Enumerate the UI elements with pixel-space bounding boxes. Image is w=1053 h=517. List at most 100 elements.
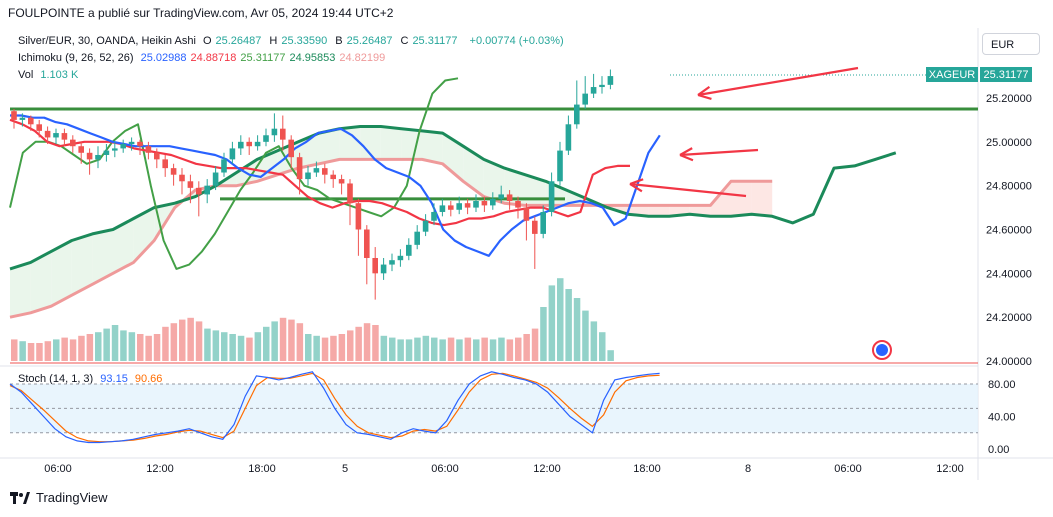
candle-body — [229, 148, 236, 160]
annotation-arrow — [697, 86, 711, 96]
ichimoku-values: 25.02988 24.88718 25.31177 24.95853 24.82199 — [141, 52, 390, 64]
candle-body — [464, 203, 471, 208]
footer-brand[interactable]: TradingView — [10, 490, 108, 505]
price-tick-label: 24.40000 — [986, 268, 1032, 280]
volume-bar — [481, 337, 488, 361]
volume-bar — [405, 339, 413, 361]
ichimoku-cloud-segment — [380, 126, 402, 160]
candle-body — [238, 141, 244, 149]
volume-bar — [313, 335, 320, 361]
time-tick-label: 8 — [745, 463, 751, 475]
volume-bar — [540, 307, 547, 361]
legend-symbol[interactable]: Silver/EUR, 30, OANDA, Heikin Ashi — [18, 35, 196, 47]
candle-body — [574, 104, 580, 125]
publisher-line: FOULPOINTE a publié sur TradingView.com,… — [8, 6, 394, 20]
candle-body — [313, 168, 320, 173]
ichimoku-value: 25.02988 — [140, 52, 187, 64]
volume-bar — [565, 289, 572, 361]
time-tick-label: 06:00 — [834, 463, 862, 475]
candle-body — [515, 201, 521, 208]
stoch-tick-label: 0.00 — [988, 444, 1009, 456]
ohlc-value: H 25.33590 — [269, 35, 328, 47]
currency-button[interactable]: EUR — [982, 33, 1040, 55]
volume-bar — [573, 298, 581, 361]
annotation-arrow — [697, 66, 859, 97]
price-tick-label: 24.60000 — [986, 225, 1032, 237]
candle-body — [145, 146, 152, 153]
legend-main: Silver/EUR, 30, OANDA, Heikin Ashi O 25.2… — [18, 35, 576, 47]
volume-bar — [498, 337, 505, 361]
candle-body — [246, 141, 252, 147]
volume-bar — [162, 326, 169, 361]
ichimoku-lagging-line — [9, 77, 459, 270]
stoch-k-value: 93.15 — [100, 373, 128, 385]
candle-body — [372, 257, 378, 274]
annotation-arrow — [679, 147, 693, 156]
ohlc-value: C 25.31177 — [400, 35, 458, 47]
volume-bar — [61, 337, 68, 361]
candle-body — [11, 111, 17, 120]
annotation-arrow — [629, 178, 644, 186]
volume-bar — [263, 326, 270, 361]
stoch-label[interactable]: Stoch (14, 1, 3) — [18, 373, 94, 385]
legend-stoch: Stoch (14, 1, 3) 93.15 90.66 — [18, 373, 166, 385]
ichimoku-cloud-segment — [422, 130, 443, 164]
volume-bar — [36, 343, 43, 361]
legend-volume: Vol 1.103 K — [18, 69, 82, 81]
volume-bar — [187, 317, 194, 361]
stoch-d-value: 90.66 — [134, 373, 163, 385]
volume-bar — [296, 323, 304, 361]
volume-bar — [170, 323, 178, 361]
volume-bar — [246, 337, 253, 361]
ichimoku-cloud-segment — [30, 251, 52, 313]
ichimoku-value: 24.95853 — [289, 52, 336, 64]
volume-bar — [221, 332, 228, 361]
candle-body — [120, 144, 126, 149]
ichimoku-cloud-segment — [133, 207, 155, 263]
annotation-arrow — [697, 93, 712, 100]
ichimoku-cloud-segment — [401, 128, 422, 160]
time-tick-label: 18:00 — [633, 463, 661, 475]
volume-bar — [212, 330, 220, 361]
volume-bar — [414, 337, 421, 361]
time-tick-label: 06:00 — [431, 463, 459, 475]
candle-body — [498, 194, 504, 199]
ichimoku-label[interactable]: Ichimoku (9, 26, 52, 26) — [18, 52, 134, 64]
volume-bar — [330, 335, 337, 361]
symbol-tag — [926, 67, 978, 82]
symbol-tag-text: XAGEUR — [929, 69, 976, 81]
ichimoku-cloud-segment — [319, 128, 340, 164]
candle-body — [523, 207, 530, 221]
price-tick-label: 25.20000 — [986, 93, 1032, 105]
volume-bar — [53, 339, 60, 361]
candle-body — [506, 194, 513, 202]
event-marker-icon-inner — [876, 344, 888, 356]
volume-bar — [153, 334, 161, 361]
volume-bar — [380, 335, 388, 361]
candle-body — [103, 150, 110, 155]
candle-body — [490, 198, 496, 206]
time-tick-label: 06:00 — [44, 463, 72, 475]
annotation-arrow — [679, 148, 759, 157]
ichimoku-span-b-line — [9, 157, 773, 319]
volume-label[interactable]: Vol — [18, 69, 34, 81]
candle-body — [330, 174, 336, 180]
volume-bar — [523, 334, 530, 361]
ichimoku-cloud-segment — [113, 218, 134, 274]
volume-bar — [338, 334, 346, 361]
candle-body — [431, 211, 437, 221]
tradingview-logo-icon — [10, 491, 30, 504]
volume-bar — [78, 335, 85, 361]
ohlc-value: O 25.26487 — [202, 35, 262, 47]
stoch-tick-label: 40.00 — [988, 412, 1016, 424]
candle-body — [565, 124, 572, 151]
ichimoku-cloud-segment — [710, 181, 731, 217]
ichimoku-cloud-segment — [751, 181, 773, 217]
candle-body — [187, 181, 194, 188]
footer-brand-text: TradingView — [36, 490, 108, 505]
candle-body — [397, 255, 404, 261]
volume-bar — [204, 328, 211, 361]
volume-bar — [431, 337, 438, 361]
volume-bar — [120, 330, 127, 361]
